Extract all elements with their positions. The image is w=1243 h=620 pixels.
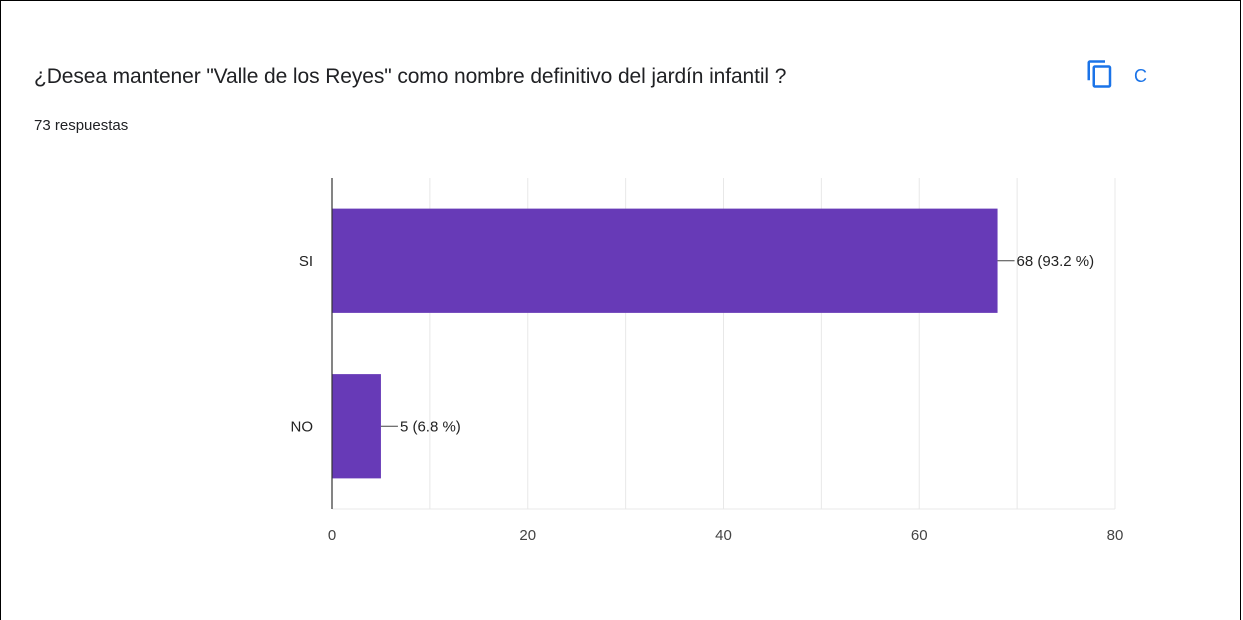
x-tick-label: 40 [715, 527, 732, 544]
response-count: 73 respuestas [34, 117, 129, 134]
category-label: SI [299, 253, 313, 270]
category-label: NO [291, 418, 314, 435]
x-tick-label: 60 [911, 527, 928, 544]
x-tick-label: 20 [519, 527, 536, 544]
x-tick-label: 0 [328, 527, 336, 544]
copy-icon[interactable] [1085, 59, 1115, 89]
question-title: ¿Desea mantener "Valle de los Reyes" com… [34, 65, 787, 88]
x-tick-label: 80 [1107, 527, 1124, 544]
data-label: 5 (6.8 %) [400, 418, 461, 435]
bar-chart: 0 20 40 60 80 SI 68 (93.2 %) NO 5 (6.8 %) [291, 178, 1124, 544]
data-label: 68 (93.2 %) [1017, 253, 1095, 270]
copy-chart-button[interactable]: C [1134, 66, 1147, 86]
bar [332, 374, 381, 479]
bar [332, 208, 998, 313]
